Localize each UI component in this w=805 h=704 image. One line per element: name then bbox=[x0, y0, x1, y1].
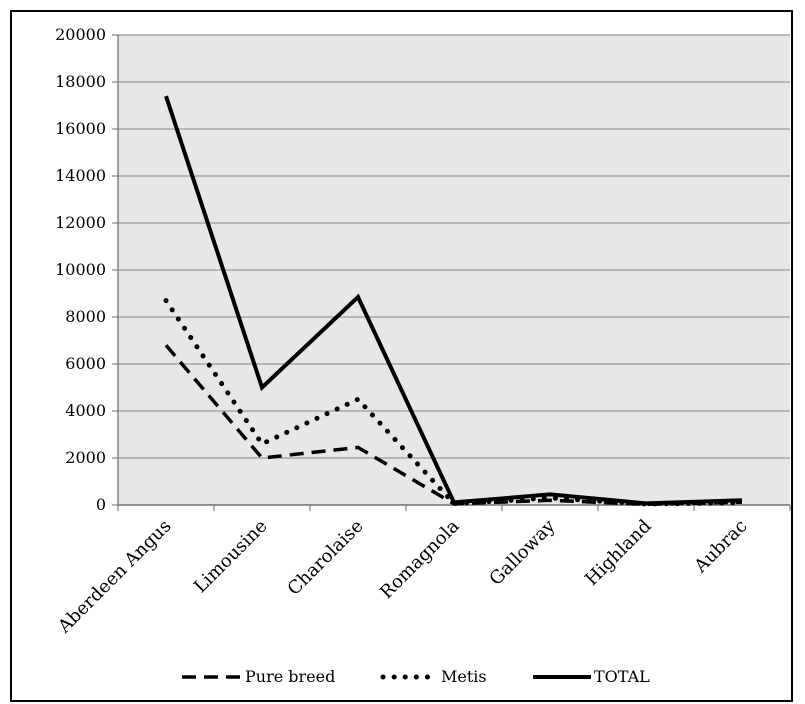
x-tick-label: Limousine bbox=[190, 516, 272, 598]
y-axis-ticks: 0 2000 4000 6000 8000 10000 12000 14000 16000 180… bbox=[55, 25, 118, 514]
y-tick-label: 4000 bbox=[65, 401, 106, 420]
x-tick-label: Galloway bbox=[485, 515, 560, 590]
x-tick-label: Charolaise bbox=[284, 516, 368, 600]
x-axis-ticks: Aberdeen Angus Limousine Charolaise Romagno… bbox=[53, 505, 791, 638]
y-tick-label: 10000 bbox=[55, 260, 106, 279]
y-tick-label: 2000 bbox=[65, 448, 106, 467]
series-line-total bbox=[164, 95, 743, 506]
y-tick-label: 8000 bbox=[65, 307, 106, 326]
y-tick-label: 18000 bbox=[55, 72, 106, 91]
y-tick-label: 0 bbox=[96, 495, 106, 514]
legend-label-pure-breed: Pure breed bbox=[245, 667, 335, 686]
legend-label-total: TOTAL bbox=[594, 667, 650, 686]
series-lines bbox=[163, 95, 745, 507]
legend-label-metis: Metis bbox=[441, 667, 487, 686]
y-tick-label: 14000 bbox=[55, 166, 106, 185]
x-tick-label: Highland bbox=[581, 516, 655, 590]
x-tick-label: Romagnola bbox=[376, 516, 464, 604]
gridlines bbox=[118, 34, 790, 506]
legend: Pure breed Metis TOTAL bbox=[182, 667, 650, 686]
y-tick-label: 20000 bbox=[55, 25, 106, 44]
y-tick-label: 16000 bbox=[55, 119, 106, 138]
x-tick-label: Aberdeen Angus bbox=[53, 516, 175, 638]
y-tick-label: 12000 bbox=[55, 213, 106, 232]
y-tick-label: 6000 bbox=[65, 354, 106, 373]
x-tick-label: Aubrac bbox=[690, 516, 752, 578]
